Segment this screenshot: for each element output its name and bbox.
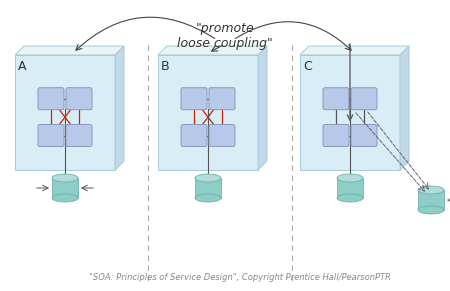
FancyBboxPatch shape (66, 88, 92, 110)
Ellipse shape (195, 194, 221, 202)
FancyBboxPatch shape (209, 88, 235, 110)
FancyBboxPatch shape (158, 55, 258, 170)
FancyBboxPatch shape (351, 125, 377, 146)
Polygon shape (400, 46, 409, 170)
Ellipse shape (195, 174, 221, 182)
FancyBboxPatch shape (300, 55, 400, 170)
Ellipse shape (418, 186, 444, 194)
Ellipse shape (418, 206, 444, 214)
FancyBboxPatch shape (209, 125, 235, 146)
Text: A: A (18, 60, 27, 73)
Ellipse shape (52, 174, 78, 182)
FancyBboxPatch shape (52, 178, 78, 198)
FancyBboxPatch shape (181, 88, 207, 110)
FancyBboxPatch shape (38, 125, 64, 146)
FancyBboxPatch shape (66, 125, 92, 146)
Text: "promote
loose coupling": "promote loose coupling" (177, 22, 273, 50)
FancyBboxPatch shape (323, 125, 349, 146)
FancyBboxPatch shape (181, 125, 207, 146)
Text: C: C (303, 60, 312, 73)
FancyBboxPatch shape (195, 178, 221, 198)
Text: B: B (161, 60, 170, 73)
Polygon shape (115, 46, 124, 170)
FancyBboxPatch shape (323, 88, 349, 110)
Ellipse shape (337, 174, 363, 182)
Polygon shape (258, 46, 267, 170)
FancyBboxPatch shape (418, 190, 444, 210)
FancyBboxPatch shape (351, 88, 377, 110)
Ellipse shape (52, 194, 78, 202)
Ellipse shape (337, 194, 363, 202)
FancyBboxPatch shape (337, 178, 363, 198)
Polygon shape (158, 46, 267, 55)
FancyBboxPatch shape (15, 55, 115, 170)
Polygon shape (300, 46, 409, 55)
Text: "SOA: Principles of Service Design", Copyright Prentice Hall/PearsonPTR: "SOA: Principles of Service Design", Cop… (89, 273, 391, 282)
FancyBboxPatch shape (38, 88, 64, 110)
Polygon shape (15, 46, 124, 55)
